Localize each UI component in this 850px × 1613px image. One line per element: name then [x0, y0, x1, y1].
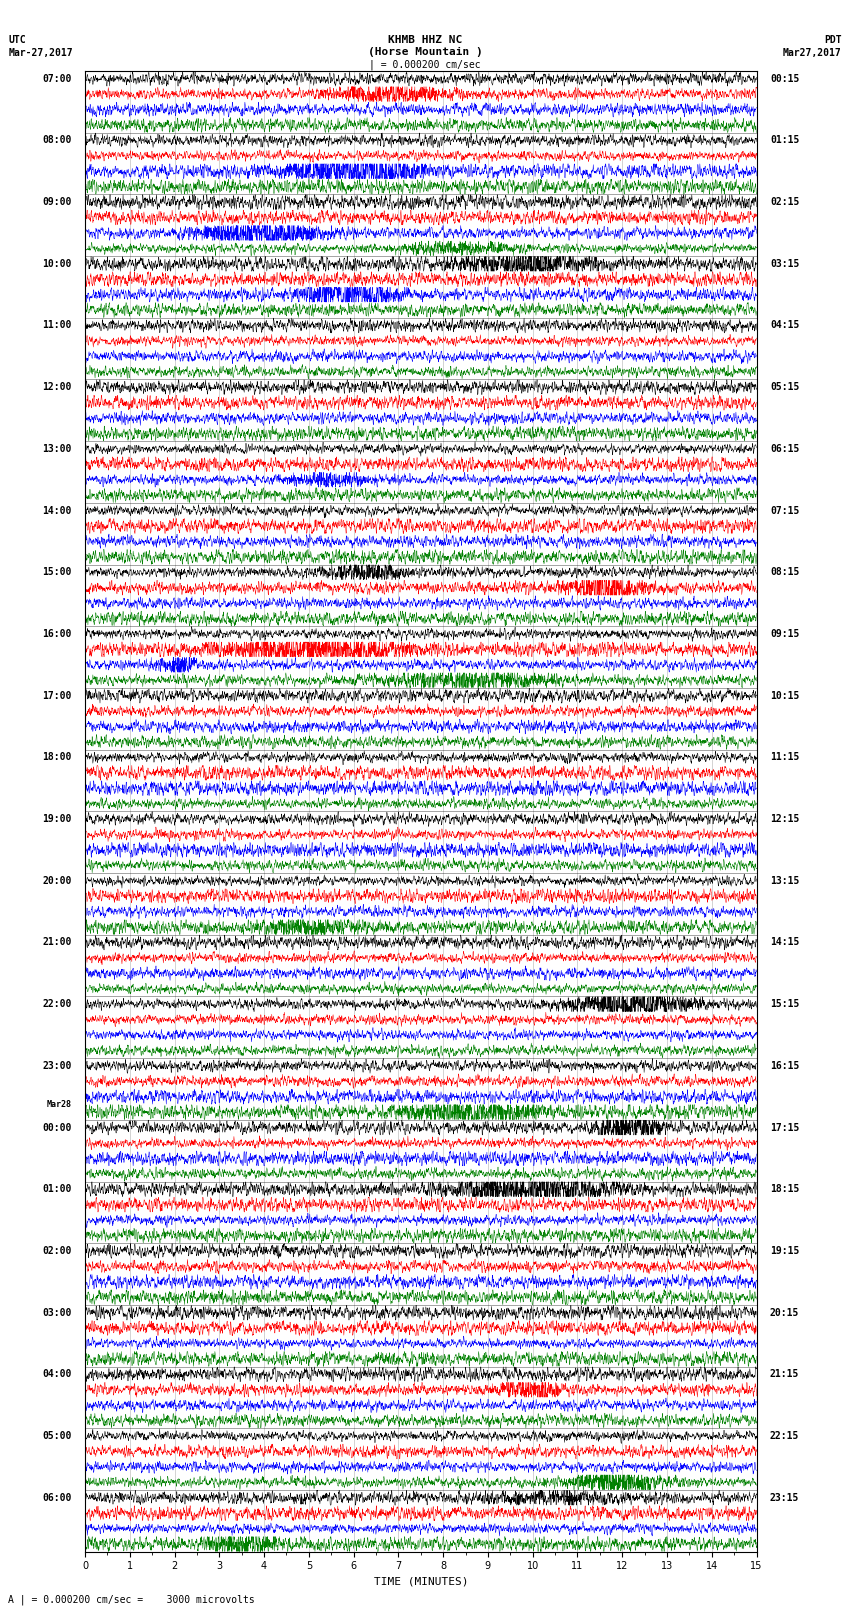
Text: 02:15: 02:15 — [770, 197, 799, 206]
Text: 01:15: 01:15 — [770, 135, 799, 145]
Text: 18:00: 18:00 — [42, 752, 71, 763]
Text: 04:15: 04:15 — [770, 321, 799, 331]
Text: 05:00: 05:00 — [42, 1431, 71, 1440]
Text: 16:00: 16:00 — [42, 629, 71, 639]
Text: 08:00: 08:00 — [42, 135, 71, 145]
Text: 15:00: 15:00 — [42, 568, 71, 577]
Text: 01:00: 01:00 — [42, 1184, 71, 1194]
Text: 03:00: 03:00 — [42, 1308, 71, 1318]
Text: 10:00: 10:00 — [42, 258, 71, 269]
Text: 12:15: 12:15 — [770, 815, 799, 824]
Text: 14:15: 14:15 — [770, 937, 799, 947]
Text: 17:15: 17:15 — [770, 1123, 799, 1132]
Text: 18:15: 18:15 — [770, 1184, 799, 1194]
Text: Mar28: Mar28 — [47, 1100, 71, 1108]
Text: 12:00: 12:00 — [42, 382, 71, 392]
Text: 22:00: 22:00 — [42, 998, 71, 1010]
Text: 22:15: 22:15 — [770, 1431, 799, 1440]
Text: Mar-27,2017: Mar-27,2017 — [8, 48, 73, 58]
Text: | = 0.000200 cm/sec: | = 0.000200 cm/sec — [369, 60, 481, 71]
Text: 20:15: 20:15 — [770, 1308, 799, 1318]
Text: 11:15: 11:15 — [770, 752, 799, 763]
Text: 06:00: 06:00 — [42, 1492, 71, 1503]
Text: 05:15: 05:15 — [770, 382, 799, 392]
Text: 07:15: 07:15 — [770, 505, 799, 516]
Text: 19:00: 19:00 — [42, 815, 71, 824]
Text: 00:00: 00:00 — [42, 1123, 71, 1132]
Text: 06:15: 06:15 — [770, 444, 799, 453]
Text: 09:00: 09:00 — [42, 197, 71, 206]
Text: 20:00: 20:00 — [42, 876, 71, 886]
Text: 21:00: 21:00 — [42, 937, 71, 947]
Text: 23:15: 23:15 — [770, 1492, 799, 1503]
Text: (Horse Mountain ): (Horse Mountain ) — [367, 47, 483, 56]
Text: 08:15: 08:15 — [770, 568, 799, 577]
Text: UTC: UTC — [8, 35, 26, 45]
Text: PDT: PDT — [824, 35, 842, 45]
Text: 00:15: 00:15 — [770, 74, 799, 84]
Text: 15:15: 15:15 — [770, 998, 799, 1010]
Text: 13:00: 13:00 — [42, 444, 71, 453]
Text: 21:15: 21:15 — [770, 1369, 799, 1379]
Text: 03:15: 03:15 — [770, 258, 799, 269]
Text: Mar27,2017: Mar27,2017 — [783, 48, 842, 58]
Text: KHMB HHZ NC: KHMB HHZ NC — [388, 35, 462, 45]
Text: 11:00: 11:00 — [42, 321, 71, 331]
Text: 16:15: 16:15 — [770, 1061, 799, 1071]
Text: 10:15: 10:15 — [770, 690, 799, 700]
Text: 14:00: 14:00 — [42, 505, 71, 516]
Text: 13:15: 13:15 — [770, 876, 799, 886]
Text: 23:00: 23:00 — [42, 1061, 71, 1071]
Text: 19:15: 19:15 — [770, 1245, 799, 1257]
Text: 09:15: 09:15 — [770, 629, 799, 639]
X-axis label: TIME (MINUTES): TIME (MINUTES) — [373, 1578, 468, 1587]
Text: 07:00: 07:00 — [42, 74, 71, 84]
Text: 02:00: 02:00 — [42, 1245, 71, 1257]
Text: 04:00: 04:00 — [42, 1369, 71, 1379]
Text: A | = 0.000200 cm/sec =    3000 microvolts: A | = 0.000200 cm/sec = 3000 microvolts — [8, 1594, 255, 1605]
Text: 17:00: 17:00 — [42, 690, 71, 700]
